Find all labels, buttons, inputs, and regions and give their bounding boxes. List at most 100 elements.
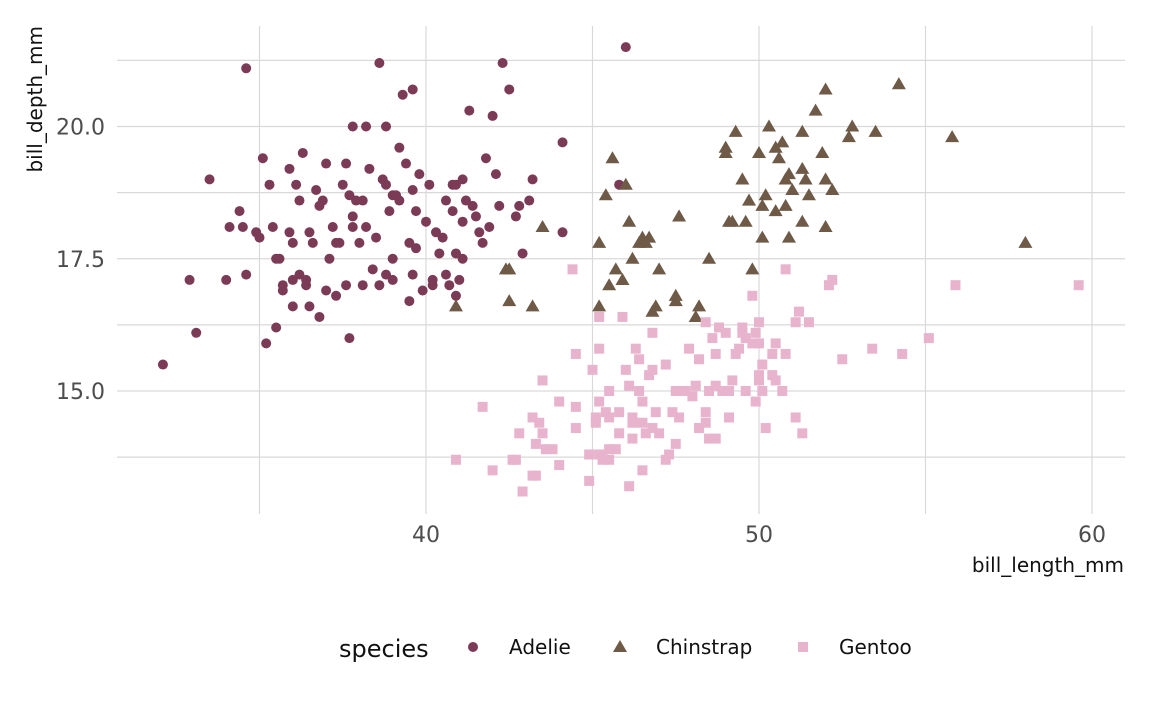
data-point-chinstrap	[702, 251, 717, 264]
data-point-gentoo	[720, 327, 731, 338]
data-point-gentoo	[670, 438, 681, 449]
data-point-adelie	[361, 222, 372, 233]
data-point-gentoo	[514, 428, 525, 439]
data-point-gentoo	[667, 407, 678, 418]
data-point-adelie	[307, 237, 318, 248]
x-axis-title: bill_length_mm	[972, 553, 1124, 577]
data-point-adelie	[327, 222, 338, 233]
data-point-chinstrap	[652, 262, 667, 275]
data-point-gentoo	[620, 364, 631, 375]
legend-label-chinstrap: Chinstrap	[656, 635, 752, 659]
legend-label-adelie: Adelie	[509, 635, 571, 659]
data-point-gentoo	[594, 396, 605, 407]
data-points	[157, 42, 1084, 497]
data-point-gentoo	[710, 380, 721, 391]
data-point-adelie	[287, 237, 298, 248]
data-point-adelie	[334, 237, 345, 248]
y-tick-label: 17.5	[56, 248, 105, 273]
y-axis-title: bill_depth_mm	[23, 26, 47, 173]
data-point-adelie	[401, 158, 412, 169]
data-point-adelie	[437, 232, 448, 243]
data-point-gentoo	[627, 417, 638, 428]
legend-key-chinstrap	[613, 640, 627, 653]
data-point-adelie	[357, 195, 368, 206]
data-point-chinstrap	[742, 193, 757, 206]
data-point-chinstrap	[768, 140, 783, 153]
data-point-adelie	[347, 211, 358, 222]
data-point-gentoo	[594, 343, 605, 354]
data-point-gentoo	[704, 433, 715, 444]
data-point-gentoo	[450, 454, 461, 465]
data-point-gentoo	[760, 423, 771, 434]
data-point-gentoo	[790, 317, 801, 328]
data-point-adelie	[271, 322, 282, 333]
data-point-adelie	[421, 216, 431, 227]
data-point-gentoo	[604, 454, 615, 465]
data-point-chinstrap	[502, 294, 517, 307]
data-point-chinstrap	[605, 151, 620, 164]
data-point-adelie	[261, 338, 272, 349]
data-point-gentoo	[700, 417, 711, 428]
legend-item-chinstrap: Chinstrap	[613, 635, 752, 659]
data-point-gentoo	[640, 428, 651, 439]
data-point-gentoo	[780, 348, 791, 359]
data-point-chinstrap	[825, 182, 840, 196]
data-point-adelie	[404, 296, 415, 307]
data-point-adelie	[457, 174, 468, 185]
data-point-gentoo	[630, 343, 641, 354]
data-point-gentoo	[770, 338, 781, 349]
data-point-gentoo	[594, 311, 605, 322]
data-point-gentoo	[660, 454, 671, 465]
data-point-adelie	[354, 237, 365, 248]
data-point-gentoo	[604, 444, 615, 455]
data-point-gentoo	[570, 401, 581, 412]
data-point-gentoo	[737, 322, 748, 333]
data-point-gentoo	[837, 354, 848, 365]
y-tick-label: 20.0	[56, 116, 105, 141]
data-point-gentoo	[610, 444, 621, 455]
data-point-gentoo	[597, 454, 608, 465]
data-point-chinstrap	[602, 278, 617, 291]
data-point-adelie	[267, 222, 278, 233]
data-point-gentoo	[707, 333, 718, 344]
data-point-gentoo	[604, 386, 615, 396]
data-point-gentoo	[803, 317, 814, 328]
data-point-adelie	[191, 327, 202, 338]
legend-item-adelie: Adelie	[468, 635, 571, 659]
data-point-gentoo	[634, 386, 645, 396]
data-point-adelie	[287, 274, 298, 285]
data-point-adelie	[304, 301, 315, 312]
data-point-gentoo	[527, 412, 538, 423]
data-point-adelie	[510, 211, 521, 222]
series-adelie	[157, 42, 631, 370]
data-point-adelie	[490, 169, 501, 180]
data-point-adelie	[440, 269, 451, 280]
data-point-chinstrap	[642, 230, 657, 243]
data-point-gentoo	[950, 280, 961, 291]
data-point-gentoo	[867, 343, 878, 354]
data-point-chinstrap	[668, 294, 683, 307]
data-point-adelie	[277, 280, 288, 291]
data-point-gentoo	[597, 449, 608, 460]
data-point-gentoo	[710, 433, 721, 444]
data-point-adelie	[331, 290, 342, 301]
data-point-adelie	[514, 200, 525, 211]
data-point-gentoo	[827, 274, 838, 285]
data-point-adelie	[387, 253, 398, 264]
legend-key-adelie	[468, 642, 478, 652]
data-point-gentoo	[547, 444, 558, 455]
data-point-gentoo	[724, 412, 735, 423]
data-point-chinstrap	[781, 230, 796, 243]
data-point-gentoo	[717, 386, 728, 396]
data-point-gentoo	[730, 348, 741, 359]
data-point-gentoo	[647, 327, 658, 338]
data-point-adelie	[474, 227, 485, 238]
data-point-chinstrap	[525, 299, 540, 312]
data-point-chinstrap	[755, 198, 770, 211]
data-point-gentoo	[797, 428, 808, 439]
data-point-gentoo	[740, 386, 751, 396]
data-point-gentoo	[627, 412, 638, 423]
legend: species Adelie Chinstrap Gentoo	[339, 635, 912, 663]
data-point-chinstrap	[745, 262, 760, 275]
data-point-gentoo	[510, 454, 521, 465]
